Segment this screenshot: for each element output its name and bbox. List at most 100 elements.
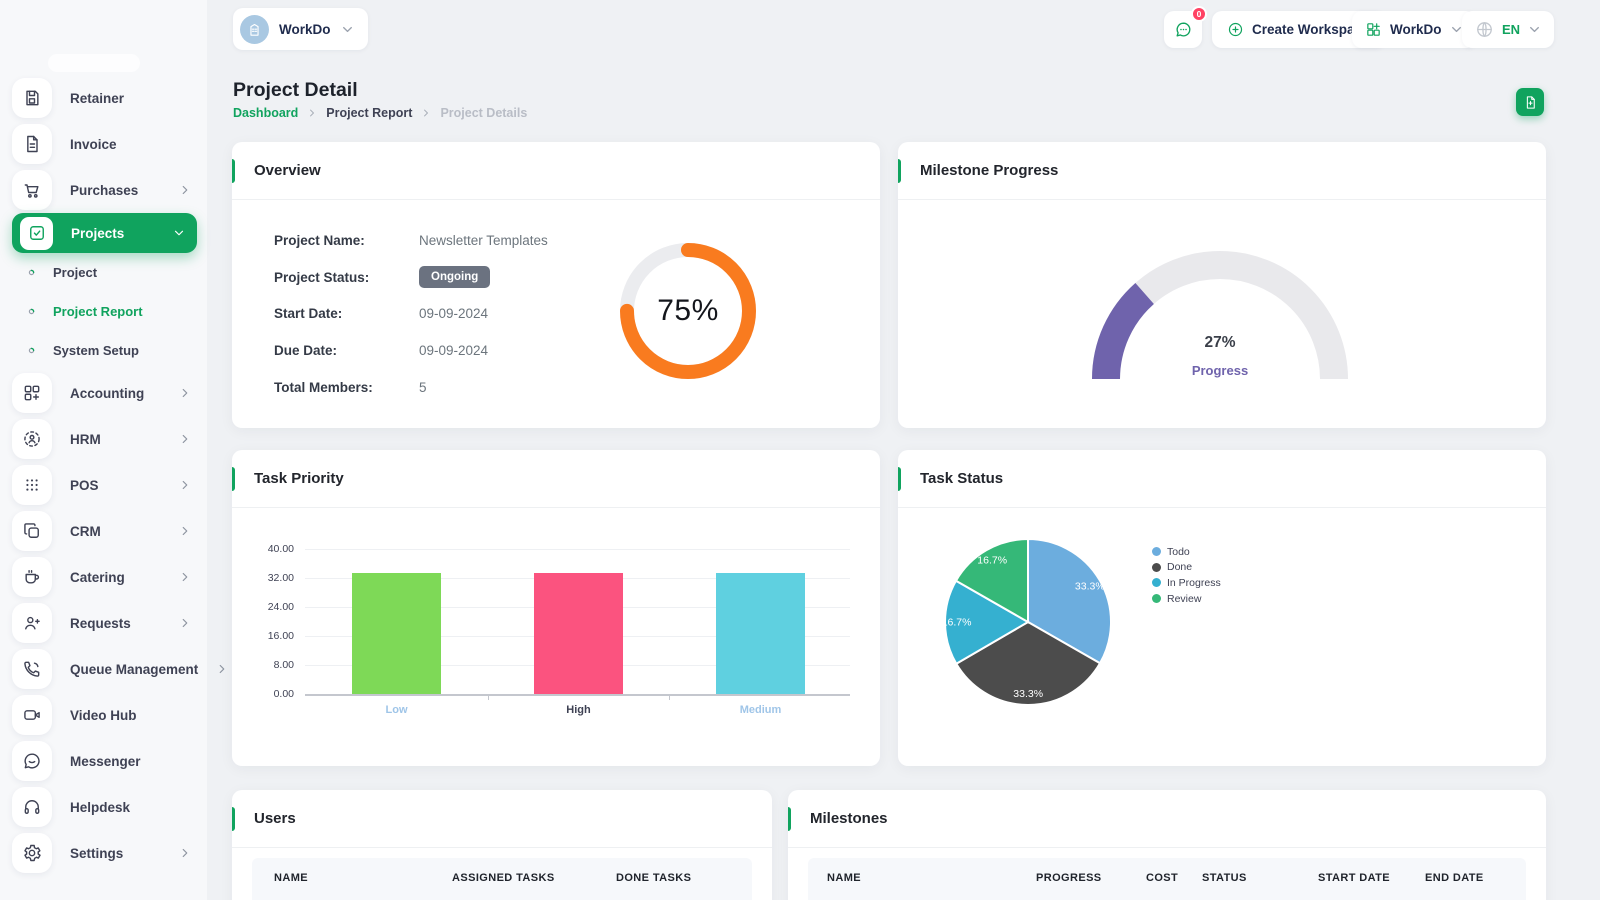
legend-item-todo: Todo (1152, 544, 1221, 560)
invoice-icon (12, 124, 52, 164)
create-workspace-label: Create Workspace (1252, 22, 1370, 37)
sidebar-subitem-label: Project Report (53, 304, 143, 319)
sidebar-item-projects[interactable]: Projects (12, 213, 197, 253)
sidebar-item-label: HRM (70, 431, 101, 447)
card-accent (232, 467, 235, 491)
messages-button[interactable]: 0 (1164, 6, 1207, 48)
bar-medium[interactable] (716, 573, 805, 694)
legend-label: In Progress (1167, 576, 1221, 589)
radio-dot-icon (26, 306, 37, 317)
sidebar-item-label: Queue Management (70, 661, 199, 677)
y-axis-tick-label: 24.00 (267, 601, 294, 613)
column-header-name: NAME (827, 872, 861, 884)
bar-high[interactable] (534, 573, 623, 694)
overview-fields: Project Name: Newsletter Templates Project… (274, 222, 548, 406)
breadcrumb-current: Project Details (440, 106, 528, 120)
sidebar-item-label: Purchases (70, 182, 139, 198)
sidebar-subitem-label: Project (53, 265, 98, 280)
pie-slice-review[interactable] (954, 537, 1029, 624)
sidebar-item-queue-management[interactable]: Queue Management (0, 646, 225, 692)
sidebar-item-messenger[interactable]: Messenger (0, 738, 207, 784)
project-status-badge: Ongoing (419, 266, 491, 289)
workspace-switcher[interactable]: WorkDo (1352, 11, 1476, 48)
sidebar-item-crm[interactable]: CRM (0, 508, 207, 554)
project-progress-donut: 75% (613, 236, 763, 386)
legend-label: Review (1167, 592, 1202, 605)
sidebar-subitem-project[interactable]: Project (0, 253, 207, 292)
task-priority-card: Task Priority 0.00 8.00 16.00 24.00 32.00 40.… (232, 450, 880, 766)
export-report-button[interactable] (1516, 88, 1544, 116)
card-accent (232, 807, 235, 831)
legend-dot (1152, 562, 1161, 572)
breadcrumb-project-report[interactable]: Project Report (326, 106, 413, 120)
hrm-icon (12, 419, 52, 459)
y-axis-tick-label: 8.00 (273, 659, 294, 671)
milestones-card: Milestones NAME PROGRESS COST STATUS START D… (788, 790, 1546, 900)
overview-field-due-date: Due Date: 09-09-2024 (274, 332, 548, 369)
column-header-end-date: END DATE (1425, 872, 1484, 884)
messenger-icon (12, 741, 52, 781)
breadcrumb-dashboard[interactable]: Dashboard (233, 106, 299, 120)
sidebar-item-label: Requests (70, 615, 131, 631)
milestone-card-body: 27% Progress (898, 200, 1546, 428)
card-accent (898, 159, 901, 183)
building-icon (246, 21, 263, 38)
sidebar-item-requests[interactable]: Requests (0, 600, 207, 646)
legend-item-done: Done (1152, 560, 1221, 576)
sidebar-item-pos[interactable]: POS (0, 462, 207, 508)
sidebar-item-catering[interactable]: Catering (0, 554, 207, 600)
pie-slice-done[interactable] (954, 620, 1102, 706)
plus-circle-icon (1227, 21, 1244, 38)
sidebar-item-accounting[interactable]: Accounting (0, 370, 207, 416)
chevron-right-icon (216, 663, 228, 675)
workspace-pill[interactable]: WorkDo (233, 8, 368, 50)
chevron-down-icon (1450, 23, 1463, 36)
pie-slice-in-progress[interactable] (944, 579, 1030, 666)
y-axis-tick-label: 0.00 (273, 688, 294, 700)
sidebar-item-hrm[interactable]: HRM (0, 416, 207, 462)
page-title: Project Detail (233, 79, 358, 101)
globe-icon (1475, 20, 1494, 39)
x-axis-label-medium: Medium (739, 704, 782, 716)
users-table-header: NAME ASSIGNED TASKS DONE TASKS (252, 858, 752, 900)
chevron-down-icon (173, 227, 185, 239)
settings-icon (12, 833, 52, 873)
card-accent (898, 467, 901, 491)
sidebar-item-retainer[interactable]: Retainer (0, 75, 207, 121)
accounting-icon (12, 373, 52, 413)
sidebar-subitem-system-setup[interactable]: System Setup (0, 331, 207, 370)
sidebar-item-label: Video Hub (70, 707, 137, 723)
chat-bubble-icon (1174, 20, 1193, 39)
radio-dot-icon (26, 267, 37, 278)
chevron-down-icon (341, 23, 354, 36)
sidebar-scrolled-item-remnant (48, 54, 140, 72)
chevron-right-icon (179, 525, 191, 537)
sidebar-item-settings[interactable]: Settings (0, 830, 207, 876)
legend-item-review: Review (1152, 591, 1221, 607)
language-code: EN (1502, 22, 1521, 37)
sidebar-subitem-label: System Setup (53, 343, 139, 358)
field-label: Total Members: (274, 380, 373, 396)
task-status-pie-chart: 33.3% 33.3% 16.7% 16.7% (942, 537, 1112, 706)
legend-label: Todo (1167, 545, 1190, 558)
language-selector[interactable]: EN (1462, 11, 1555, 48)
sidebar-subitem-project-report[interactable]: Project Report (0, 292, 207, 331)
messages-badge: 0 (1191, 6, 1207, 22)
x-axis-tick (488, 695, 489, 700)
task-status-legend: Todo Done In Progress Review (1152, 544, 1221, 606)
sidebar-item-label: Helpdesk (70, 799, 131, 815)
milestone-progress-card: Milestone Progress 27% Progress (898, 142, 1546, 428)
milestone-progress-value: 27% (1204, 334, 1236, 351)
pie-slice-todo[interactable] (1027, 537, 1112, 665)
overview-card: Overview Project Name: Newsletter Templat… (232, 142, 880, 428)
card-accent (788, 807, 791, 831)
column-header-name: NAME (274, 872, 308, 884)
x-axis-tick (669, 695, 670, 700)
bar-low[interactable] (352, 573, 441, 694)
sidebar-item-invoice[interactable]: Invoice (0, 121, 207, 167)
milestones-table-header: NAME PROGRESS COST STATUS START DATE END DATE (808, 858, 1526, 900)
sidebar-item-video-hub[interactable]: Video Hub (0, 692, 207, 738)
sidebar-item-purchases[interactable]: Purchases (0, 167, 207, 213)
sidebar-item-helpdesk[interactable]: Helpdesk (0, 784, 207, 830)
